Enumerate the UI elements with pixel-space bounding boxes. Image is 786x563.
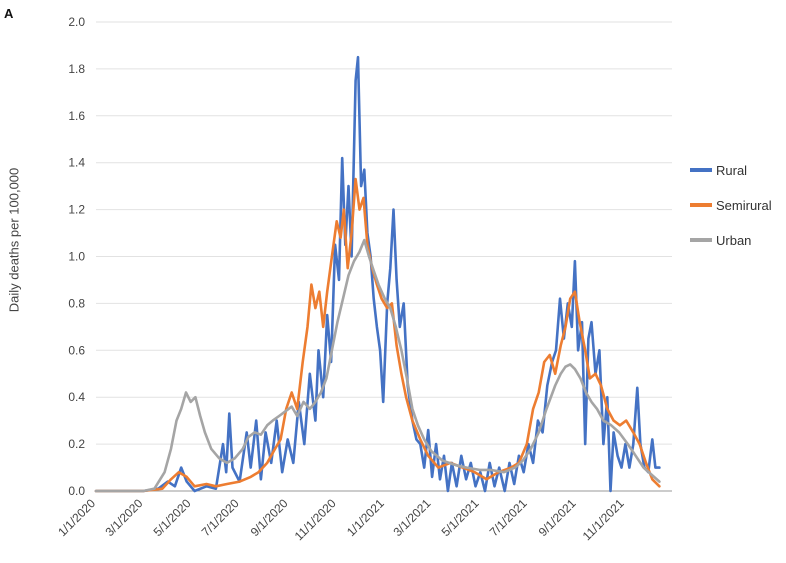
x-tick-label: 5/1/2020 xyxy=(151,496,194,539)
y-tick-label: 0.4 xyxy=(68,390,85,404)
x-tick-label: 7/1/2020 xyxy=(199,496,242,539)
y-tick-label: 1.4 xyxy=(68,156,85,170)
x-tick-label: 1/1/2021 xyxy=(344,496,387,539)
y-tick-label: 0.6 xyxy=(68,343,85,357)
x-tick-label: 3/1/2020 xyxy=(103,496,146,539)
y-axis-ticks: 0.0 0.2 0.4 0.6 0.8 1.0 1.2 1.4 1.6 1.8 2.0 xyxy=(68,15,85,498)
y-tick-label: 0.8 xyxy=(68,296,85,310)
y-tick-label: 0.2 xyxy=(68,437,85,451)
x-tick-label: 3/1/2021 xyxy=(391,496,434,539)
legend-label-semirural: Semirural xyxy=(716,198,772,213)
series-line-semirural xyxy=(94,177,661,493)
y-tick-label: 0.0 xyxy=(68,484,85,498)
x-tick-label: 9/1/2020 xyxy=(248,496,291,539)
panel-label: A xyxy=(4,6,14,21)
y-tick-label: 2.0 xyxy=(68,15,85,29)
x-tick-label: 1/1/2020 xyxy=(55,496,98,539)
y-tick-label: 1.6 xyxy=(68,109,85,123)
y-tick-label: 1.0 xyxy=(68,250,85,264)
legend-label-urban: Urban xyxy=(716,233,751,248)
legend: Rural Semirural Urban xyxy=(690,163,772,248)
x-tick-label: 9/1/2021 xyxy=(536,496,579,539)
y-tick-label: 1.8 xyxy=(68,62,85,76)
series-lines xyxy=(94,55,661,493)
x-axis-ticks: 1/1/2020 3/1/2020 5/1/2020 7/1/2020 9/1/2020… xyxy=(55,496,627,543)
x-tick-label: 7/1/2021 xyxy=(487,496,530,539)
x-tick-label: 5/1/2021 xyxy=(439,496,482,539)
legend-label-rural: Rural xyxy=(716,163,747,178)
series-line-rural xyxy=(94,55,661,493)
x-tick-label: 11/1/2020 xyxy=(292,496,339,543)
series-line-urban xyxy=(94,238,661,493)
x-tick-label: 11/1/2021 xyxy=(580,496,627,543)
y-tick-label: 1.2 xyxy=(68,203,85,217)
